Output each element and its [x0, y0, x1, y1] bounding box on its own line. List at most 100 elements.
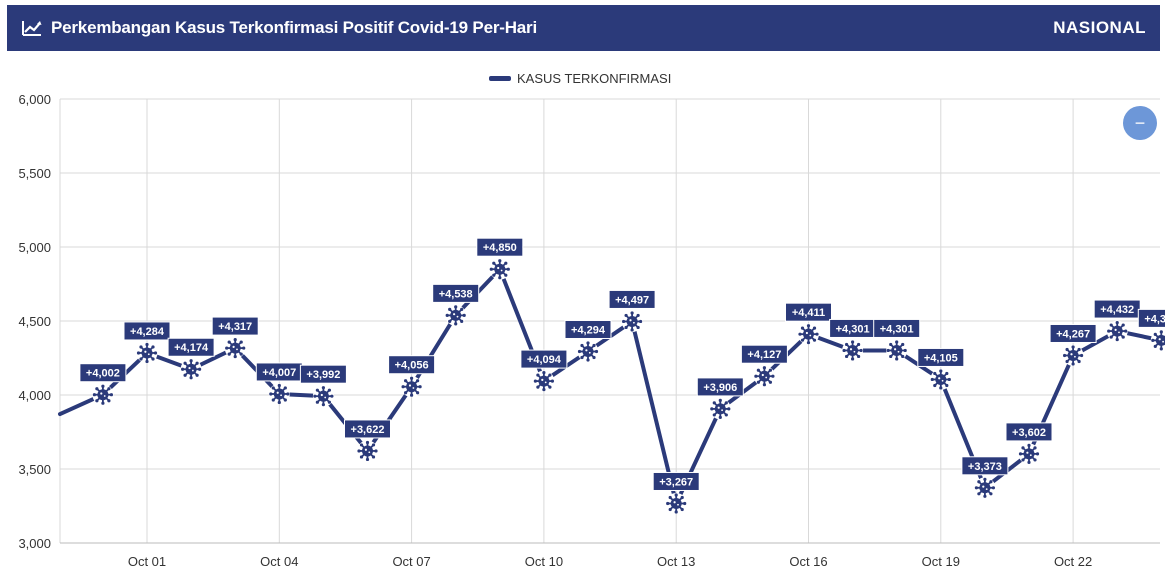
x-tick-label: Oct 01 — [128, 554, 166, 569]
x-tick-label: Oct 04 — [260, 554, 298, 569]
data-label: +4,497 — [608, 289, 656, 309]
svg-text:+3,906: +3,906 — [703, 382, 737, 394]
line-chart-icon — [22, 21, 42, 36]
data-label: +4,002 — [79, 363, 127, 383]
svg-text:+4,127: +4,127 — [747, 349, 781, 361]
data-label: +4,267 — [1049, 323, 1097, 343]
svg-text:+4,301: +4,301 — [880, 323, 914, 335]
virus-icon[interactable] — [268, 383, 290, 405]
legend-swatch — [489, 76, 511, 81]
scope-label: NASIONAL — [1053, 18, 1146, 37]
zoom-out-button[interactable]: − — [1123, 106, 1157, 140]
virus-icon[interactable] — [753, 365, 775, 387]
y-tick-label: 5,500 — [18, 166, 51, 181]
data-label: +4,094 — [520, 349, 568, 369]
data-label: +4,538 — [432, 283, 480, 303]
x-tick-label: Oct 13 — [657, 554, 695, 569]
svg-text:+4,850: +4,850 — [483, 242, 517, 254]
svg-text:+4,002: +4,002 — [86, 368, 120, 380]
svg-text:+3,992: +3,992 — [306, 369, 340, 381]
data-label: +4,317 — [211, 316, 259, 336]
virus-icon[interactable] — [577, 340, 599, 362]
virus-icon[interactable] — [1062, 344, 1084, 366]
data-label: +4,056 — [388, 355, 436, 375]
data-label: +4,105 — [917, 347, 965, 367]
data-label: +4,301 — [873, 318, 921, 338]
svg-text:+4,497: +4,497 — [615, 294, 649, 306]
y-tick-label: 3,500 — [18, 462, 51, 477]
y-tick-label: 5,000 — [18, 240, 51, 255]
x-tick-label: Oct 22 — [1054, 554, 1092, 569]
svg-text:+4,538: +4,538 — [439, 288, 473, 300]
svg-text:+3,267: +3,267 — [659, 476, 693, 488]
y-tick-label: 6,000 — [18, 92, 51, 107]
y-tick-label: 4,500 — [18, 314, 51, 329]
virus-icon[interactable] — [886, 339, 908, 361]
virus-icon[interactable] — [1150, 329, 1165, 351]
virus-icon[interactable] — [312, 385, 334, 407]
virus-icon[interactable] — [1018, 443, 1040, 465]
header-title-group: Perkembangan Kasus Terkonfirmasi Positif… — [21, 18, 537, 38]
virus-icon[interactable] — [1106, 320, 1128, 342]
svg-text:+4,301: +4,301 — [836, 323, 870, 335]
svg-text:+4,105: +4,105 — [924, 352, 958, 364]
svg-text:+3,622: +3,622 — [351, 424, 385, 436]
virus-icon[interactable] — [180, 358, 202, 380]
x-tick-label: Oct 19 — [922, 554, 960, 569]
svg-text:+4,432: +4,432 — [1100, 304, 1134, 316]
data-label: +3,622 — [344, 419, 391, 439]
virus-icon[interactable] — [930, 368, 952, 390]
virus-icon[interactable] — [533, 370, 555, 392]
virus-icon[interactable] — [709, 398, 731, 420]
data-label: +4,850 — [476, 237, 524, 257]
data-label: +4,174 — [167, 337, 215, 357]
x-tick-label: Oct 10 — [525, 554, 563, 569]
svg-text:+4,267: +4,267 — [1056, 328, 1090, 340]
virus-icon[interactable] — [224, 337, 246, 359]
legend[interactable]: KASUS TERKONFIRMASI — [489, 71, 671, 86]
data-label: +4,411 — [785, 302, 832, 322]
data-label: +4,369 — [1137, 308, 1165, 328]
data-label: +4,432 — [1093, 299, 1141, 319]
svg-text:+4,294: +4,294 — [571, 324, 606, 336]
data-label: +4,127 — [740, 344, 788, 364]
virus-icon[interactable] — [842, 339, 864, 361]
svg-text:+3,602: +3,602 — [1012, 427, 1046, 439]
svg-text:+4,094: +4,094 — [527, 354, 562, 366]
y-tick-label: 3,000 — [18, 536, 51, 551]
data-label: +3,267 — [652, 471, 700, 491]
virus-icon[interactable] — [136, 342, 158, 364]
svg-text:+4,284: +4,284 — [130, 326, 165, 338]
marker-layer — [92, 258, 1165, 514]
svg-text:+4,369: +4,369 — [1144, 313, 1165, 325]
virus-icon[interactable] — [665, 492, 687, 514]
axis-layer: 3,000 3,500 4,000 4,500 5,000 5,500 6,000 Oct 0… — [18, 92, 1092, 569]
legend-label: KASUS TERKONFIRMASI — [517, 71, 671, 86]
virus-icon[interactable] — [489, 258, 511, 280]
data-label: +3,373 — [961, 456, 1009, 476]
virus-icon[interactable] — [798, 323, 819, 345]
data-label: +3,906 — [696, 377, 744, 397]
virus-icon[interactable] — [445, 304, 467, 326]
svg-text:+4,056: +4,056 — [395, 360, 429, 372]
data-label: +3,992 — [299, 364, 347, 384]
svg-text:+3,373: +3,373 — [968, 461, 1002, 473]
data-label: +3,602 — [1005, 422, 1053, 442]
virus-icon[interactable] — [621, 310, 643, 332]
virus-icon[interactable] — [401, 376, 423, 398]
y-tick-label: 4,000 — [18, 388, 51, 403]
data-label: +4,007 — [255, 362, 303, 382]
svg-text:+4,007: +4,007 — [262, 367, 296, 379]
data-label: +4,294 — [564, 319, 612, 339]
chart-header: Perkembangan Kasus Terkonfirmasi Positif… — [7, 5, 1160, 51]
svg-text:+4,174: +4,174 — [174, 342, 209, 354]
data-label-layer: +4,002 +4,284 +4,174 +4,317 +4,007 +3,992 +3,6… — [79, 237, 1165, 491]
svg-text:+4,411: +4,411 — [792, 307, 825, 319]
x-tick-label: Oct 07 — [392, 554, 430, 569]
x-tick-label: Oct 16 — [789, 554, 827, 569]
virus-icon[interactable] — [92, 384, 114, 406]
page-title: Perkembangan Kasus Terkonfirmasi Positif… — [51, 18, 537, 37]
virus-icon[interactable] — [974, 477, 996, 499]
virus-icon[interactable] — [357, 440, 378, 462]
